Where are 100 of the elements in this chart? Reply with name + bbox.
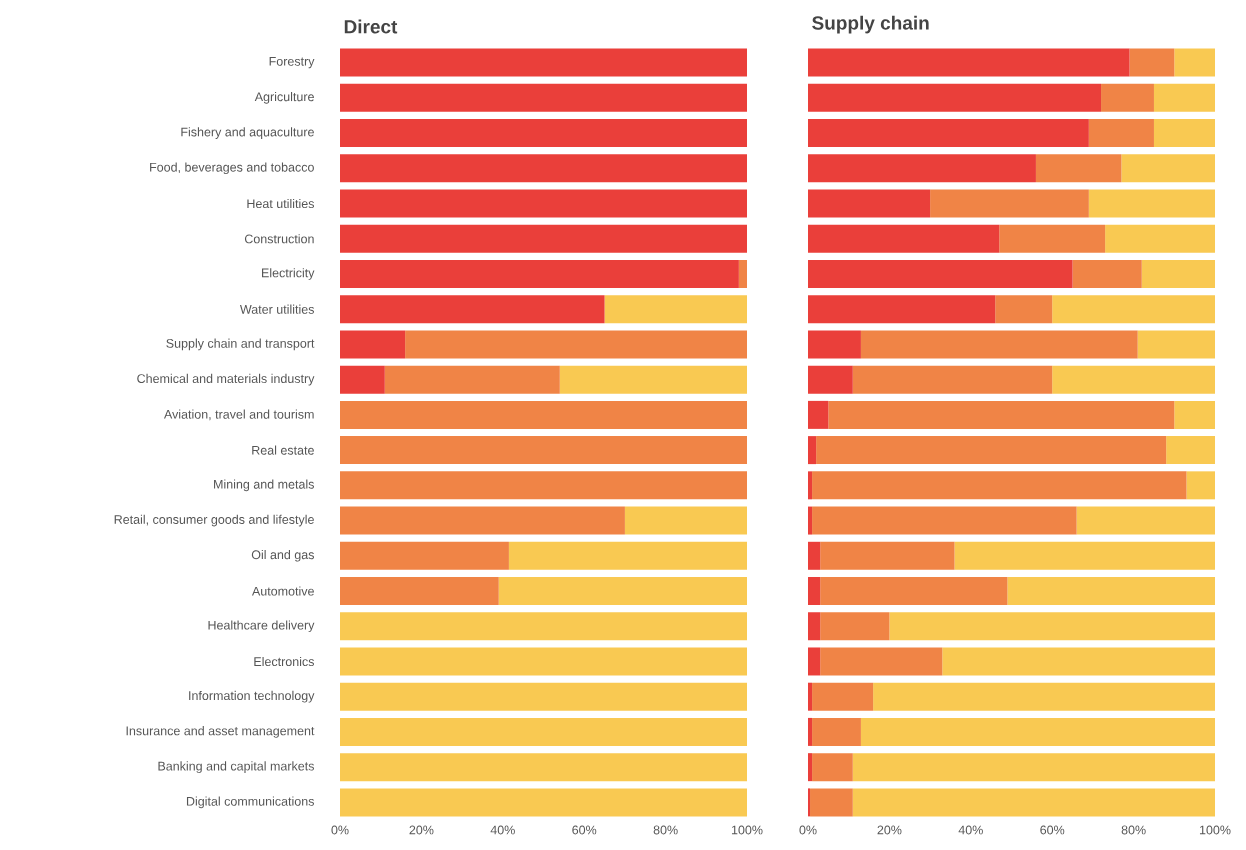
y-tick-label: Supply chain and transport — [166, 338, 315, 351]
bar — [340, 612, 748, 641]
y-tick-label: Aviation, travel and tourism — [163, 409, 314, 421]
bar — [852, 753, 1216, 782]
y-tick-label: Chemical and materials industry — [137, 373, 315, 386]
y-tick-label: Food, beverages and tobacco — [150, 162, 314, 175]
x-tick-label: 0% — [799, 825, 817, 835]
bar — [808, 753, 813, 782]
y-tick-label: Fishery and aquaculture — [181, 127, 314, 139]
bar — [559, 365, 748, 394]
bar — [1052, 365, 1216, 394]
bar — [999, 224, 1106, 253]
x-tick-label: 20% — [877, 825, 902, 835]
bar — [340, 365, 385, 394]
bar — [340, 788, 748, 817]
bar — [812, 471, 1187, 500]
bar — [808, 506, 813, 535]
bar — [808, 436, 817, 465]
bar — [808, 400, 829, 429]
bar — [1101, 83, 1154, 112]
y-tick-label: Information technology — [189, 690, 315, 703]
bar — [808, 541, 821, 570]
bar — [1121, 154, 1216, 183]
bar — [808, 83, 1102, 112]
bar — [808, 682, 813, 711]
bar — [808, 612, 821, 641]
bar — [852, 365, 1053, 394]
y-tick-label: Automotive — [251, 586, 314, 596]
bar — [1072, 259, 1142, 288]
bar — [954, 541, 1216, 570]
y-tick-label: Insurance and asset management — [126, 726, 315, 738]
bar — [812, 682, 874, 711]
bar — [808, 189, 931, 218]
bar — [808, 577, 821, 606]
bar — [604, 295, 748, 324]
y-tick-label: Retail, consumer goods and lifestyle — [114, 514, 314, 527]
bar — [340, 717, 748, 746]
bar — [808, 224, 1000, 253]
bar — [340, 259, 739, 288]
x-tick-label: 80% — [1121, 825, 1146, 835]
bar — [930, 189, 1089, 218]
bar — [340, 48, 748, 77]
bar — [808, 717, 813, 746]
bar — [808, 647, 821, 676]
y-tick-label: Banking and capital markets — [158, 761, 314, 773]
bar — [808, 788, 811, 817]
y-tick-label: Electricity — [262, 268, 315, 280]
bar — [808, 154, 1036, 183]
bar — [1186, 471, 1216, 500]
bar — [810, 788, 853, 817]
bar — [1174, 400, 1216, 429]
y-tick-label: Electronics — [254, 656, 315, 667]
y-tick-label: Forestry — [269, 57, 315, 69]
bar — [816, 436, 1167, 465]
bar — [340, 154, 748, 183]
bar — [995, 295, 1053, 324]
bar — [340, 471, 748, 500]
x-tick-label: 40% — [958, 825, 983, 835]
y-tick-label: Heat utilities — [247, 198, 314, 209]
bar — [860, 330, 1138, 359]
bar — [1088, 119, 1154, 148]
bar — [340, 682, 748, 711]
bar — [340, 541, 509, 570]
bar — [812, 717, 861, 746]
bar — [820, 612, 890, 641]
x-tick-label: 0% — [331, 825, 349, 835]
bar — [1141, 259, 1216, 288]
bar — [1035, 154, 1122, 183]
bar — [340, 577, 499, 606]
y-tick-label: Agriculture — [254, 92, 314, 104]
bar — [1052, 295, 1216, 324]
x-tick-label: 60% — [1040, 825, 1065, 835]
bar — [1129, 48, 1175, 77]
bar — [340, 436, 748, 465]
bar — [738, 259, 748, 288]
y-tick-label: Mining and metals — [214, 479, 314, 492]
bar — [1105, 224, 1216, 253]
bar — [808, 330, 861, 359]
bar — [1088, 189, 1216, 218]
bar — [340, 330, 406, 359]
y-tick-label: Water utilities — [239, 304, 315, 314]
y-tick-label: Construction — [244, 234, 314, 244]
chart-title: Supply chain — [812, 15, 929, 34]
bar — [889, 612, 1216, 641]
bar — [508, 541, 748, 570]
bar — [808, 365, 853, 394]
bar — [820, 541, 955, 570]
bar — [1137, 330, 1216, 359]
bar — [340, 400, 748, 429]
bar — [498, 577, 748, 606]
bar — [340, 224, 748, 253]
x-tick-label: 100% — [1199, 825, 1231, 835]
x-tick-label: 20% — [409, 825, 434, 835]
bar — [1153, 83, 1216, 112]
y-tick-label: Real estate — [252, 445, 314, 455]
x-tick-label: 100% — [731, 825, 763, 835]
bar — [624, 506, 748, 535]
x-tick-label: 80% — [653, 825, 678, 835]
bar — [340, 295, 605, 324]
bar — [1076, 506, 1216, 535]
